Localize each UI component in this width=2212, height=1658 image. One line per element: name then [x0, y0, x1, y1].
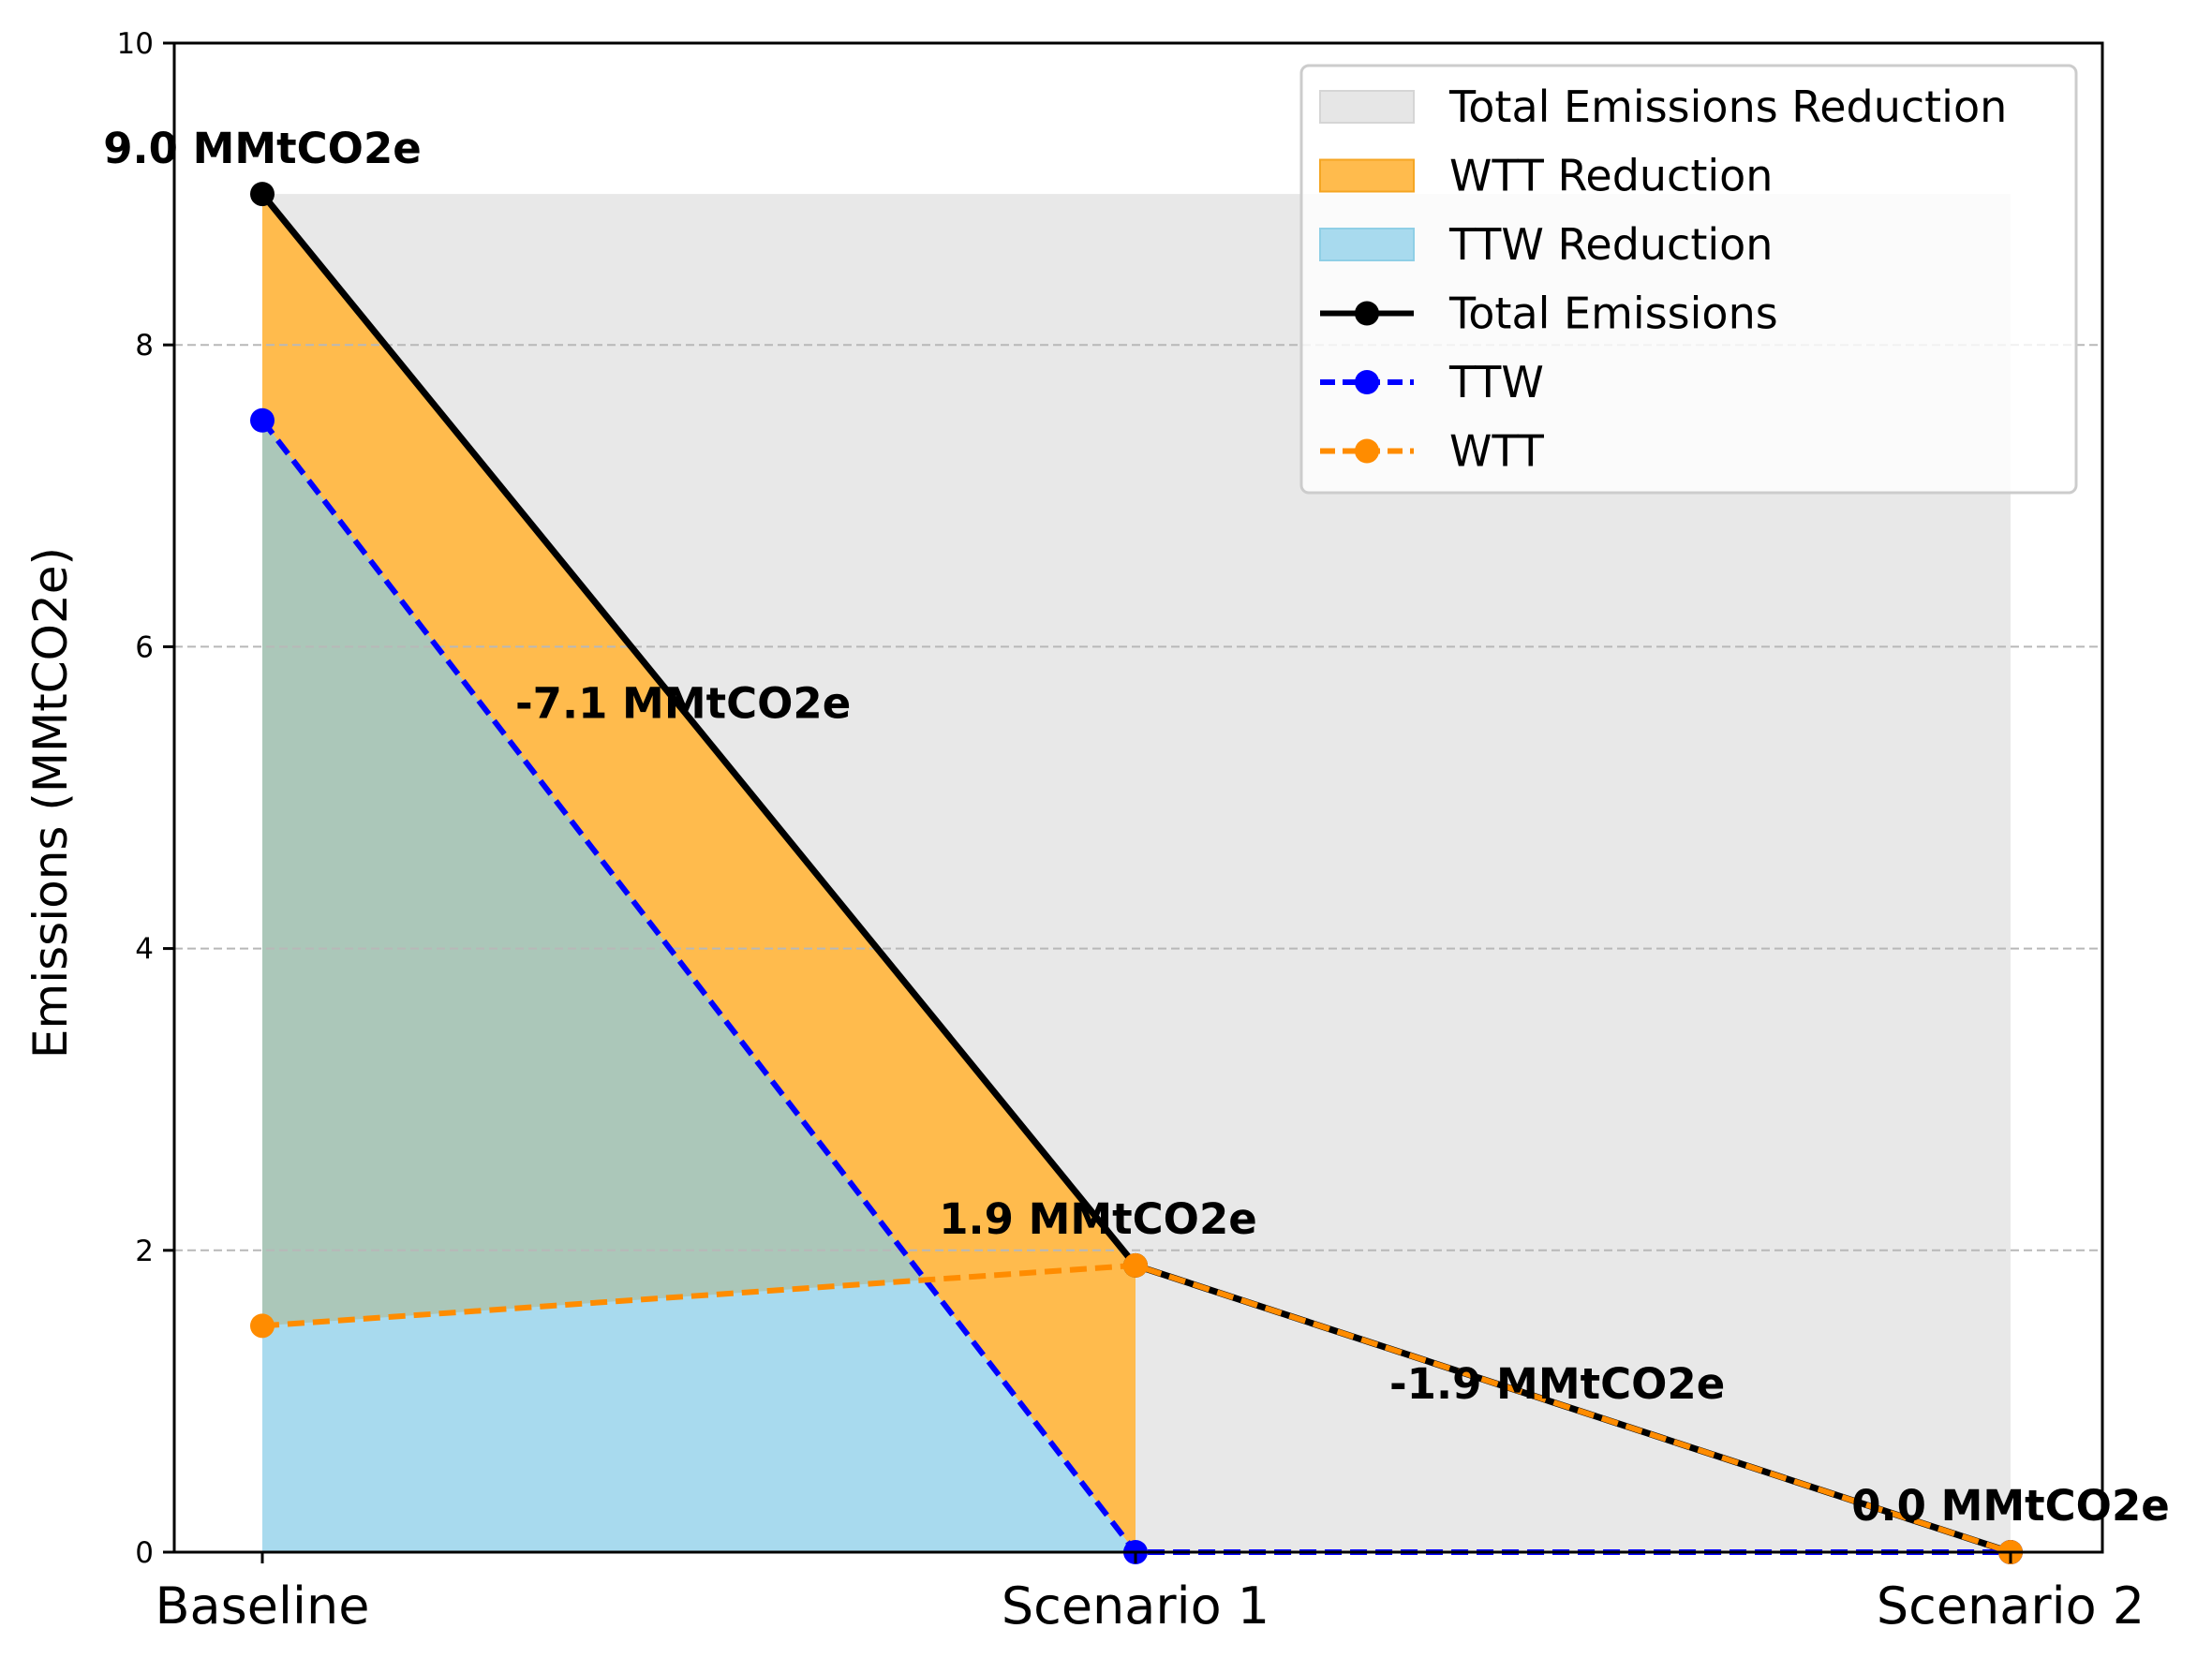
- legend-label-total-emissions: Total Emissions: [1448, 289, 1778, 339]
- annotation-1: 1.9 MMtCO2e: [939, 1194, 1257, 1244]
- area-wtt-reduction: [262, 194, 1136, 1553]
- legend: Total Emissions Reduction WTT Reduction TT…: [1299, 64, 2078, 495]
- legend-label-ttw: TTW: [1448, 357, 1544, 407]
- legend-label-wtt: WTT: [1449, 426, 1545, 477]
- y-tick-label-10: 10: [117, 27, 154, 61]
- legend-label-ttw-reduction: TTW Reduction: [1448, 219, 1773, 270]
- legend-label-wtt-reduction: WTT Reduction: [1449, 151, 1773, 201]
- annotation-4: -1.9 MMtCO2e: [1389, 1359, 1725, 1409]
- y-tick-label-4: 4: [135, 933, 154, 967]
- x-tick-label-scenario-2: Scenario 2: [1877, 1577, 2145, 1636]
- legend-swatch-wtt-reduction: [1319, 158, 1415, 193]
- axes-layer: 0 2 4 6 8 10 Baseline Scenario 1 Scenario 2: [117, 27, 2145, 1636]
- annotation-3: -7.1 MMtCO2e: [515, 679, 851, 729]
- legend-swatch-total-emissions-reduction: [1319, 90, 1415, 124]
- legend-swatch-ttw-reduction: [1319, 228, 1415, 261]
- series-point-ttw-0: [250, 407, 275, 433]
- legend-box: [1299, 64, 2078, 495]
- x-tick-label-scenario-1: Scenario 1: [1002, 1577, 1269, 1636]
- x-tick-label-baseline: Baseline: [156, 1577, 370, 1636]
- annotation-layer: 9.0 MMtCO2e 1.9 MMtCO2e 0.0 MMtCO2e -7.1 MM…: [103, 124, 2170, 1531]
- legend-marker-ttw: [1355, 370, 1379, 394]
- series-point-wtt-0: [250, 1313, 275, 1339]
- legend-marker-total-emissions: [1355, 301, 1379, 326]
- y-axis-label: Emissions (MMtCO2e): [23, 547, 78, 1058]
- plot-frame: [172, 41, 2104, 1554]
- y-tick-label-8: 8: [135, 329, 154, 363]
- y-tick-label-6: 6: [135, 630, 154, 664]
- y-tick-label-0: 0: [135, 1536, 154, 1570]
- y-tick-label-2: 2: [135, 1235, 154, 1268]
- series-point-wtt-1: [1123, 1252, 1148, 1278]
- legend-label-total-emissions-reduction: Total Emissions Reduction: [1448, 81, 2007, 132]
- annotation-0: 9.0 MMtCO2e: [103, 124, 422, 173]
- legend-marker-wtt: [1355, 438, 1379, 464]
- annotation-2: 0.0 MMtCO2e: [1851, 1481, 2170, 1531]
- series-point-total-emissions-0: [250, 182, 275, 207]
